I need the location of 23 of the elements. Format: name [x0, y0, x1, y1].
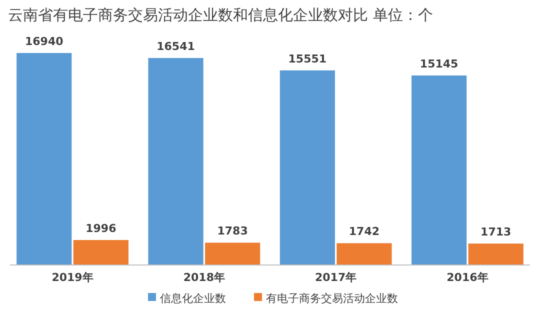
data-label: 1783 — [217, 224, 248, 238]
bar — [468, 244, 524, 265]
legend-label: 有电子商务交易活动企业数 — [266, 292, 398, 305]
x-tick-label: 2017年 — [315, 271, 357, 284]
chart-title: 云南省有电子商务交易活动企业数和信息化企业数对比 单位：个 — [8, 6, 433, 24]
data-label: 16541 — [156, 40, 195, 53]
x-tick-label: 2018年 — [183, 271, 225, 284]
bar — [73, 240, 128, 265]
bar — [148, 58, 204, 265]
data-label: 16940 — [24, 35, 64, 48]
x-tick-label: 2016年 — [446, 271, 488, 284]
x-tick-label: 2019年 — [52, 271, 94, 284]
data-label: 1713 — [480, 226, 512, 239]
data-label: 1742 — [348, 225, 380, 238]
bar — [280, 70, 335, 265]
bar — [205, 242, 260, 265]
bar — [16, 53, 72, 265]
legend-label: 信息化企业数 — [160, 292, 226, 305]
data-label: 15145 — [420, 57, 458, 70]
data-label: 15551 — [288, 52, 327, 66]
bar — [412, 75, 467, 265]
data-label: 1996 — [86, 222, 117, 236]
bar — [336, 243, 392, 265]
